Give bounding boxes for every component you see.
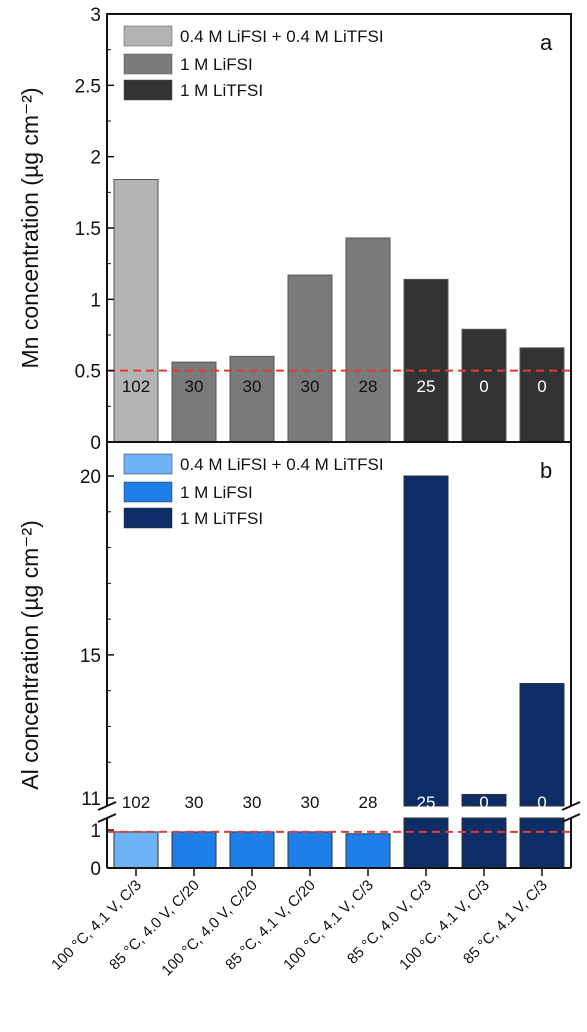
bar-a-8 <box>519 347 565 443</box>
bar-label-a-2: 30 <box>185 377 204 396</box>
bar-a-2 <box>171 361 217 443</box>
x-category-label-3: 100 °C, 4.0 V, C/20 <box>158 877 261 980</box>
y-tick-label-a: 0 <box>90 433 101 454</box>
bar-a-5 <box>345 237 391 443</box>
legend-label-b-3: 1 M LiTFSI <box>180 509 263 528</box>
bar-a-3 <box>229 355 275 443</box>
legend-label-a-1: 0.4 M LiFSI + 0.4 M LiTFSI <box>180 27 384 46</box>
bar-label-b-5: 28 <box>359 793 378 812</box>
panel-label-b: b <box>540 458 552 483</box>
bar-label-a-8: 0 <box>537 377 546 396</box>
axis-break-mark-b-2 <box>97 813 117 823</box>
y-tick-label-b: 1 <box>90 821 101 842</box>
legend-label-b-1: 0.4 M LiFSI + 0.4 M LiTFSI <box>180 455 384 474</box>
axis-break-mark-b-4 <box>561 813 581 823</box>
legend-swatch-a-2 <box>123 53 173 75</box>
bar-label-b-1: 102 <box>122 793 150 812</box>
y-tick-label-a: 3 <box>90 5 101 26</box>
y-tick-label-a: 1.5 <box>75 219 101 240</box>
bar-b-upper-7 <box>461 793 507 807</box>
category-labels: 100 °C, 4.1 V, C/385 °C, 4.0 V, C/20100 … <box>48 868 551 979</box>
bar-b-6 <box>403 817 449 869</box>
bar-label-a-1: 102 <box>122 377 150 396</box>
bar-b-5 <box>345 833 391 869</box>
bar-label-b-4: 30 <box>301 793 320 812</box>
bar-a-4 <box>287 274 333 443</box>
bar-a-6 <box>403 278 449 443</box>
bar-b-upper-6 <box>403 475 449 807</box>
y-tick-label-b: 15 <box>80 646 101 667</box>
panel-label-a: a <box>540 30 553 55</box>
y-tick-label-a: 2.5 <box>75 76 101 97</box>
bar-label-b-2: 30 <box>185 793 204 812</box>
y-tick-label-b: 0 <box>90 859 101 880</box>
axis-break-mark-b-3 <box>561 801 581 811</box>
bar-label-b-8: 0 <box>537 793 546 812</box>
bar-label-b-7: 0 <box>479 793 488 812</box>
y-axis-label-a: Mn concentration (µg cm⁻²) <box>17 87 43 368</box>
bar-a-1 <box>113 178 159 443</box>
bar-b-2 <box>171 831 217 869</box>
bar-b-7 <box>461 817 507 869</box>
axis-break-mark-b-1 <box>97 801 117 811</box>
y-tick-label-b: 11 <box>81 789 101 810</box>
bar-b-upper-8 <box>519 683 565 807</box>
bar-b-1 <box>113 831 159 869</box>
bar-b-4 <box>287 831 333 869</box>
bar-label-a-7: 0 <box>479 377 488 396</box>
bar-label-b-6: 25 <box>417 793 436 812</box>
legend-swatch-b-2 <box>123 481 173 503</box>
y-tick-label-a: 0.5 <box>75 362 101 383</box>
y-axis-label-b: Al concentration (µg cm⁻²) <box>17 520 43 790</box>
y-tick-label-a: 2 <box>90 148 101 169</box>
bar-label-a-6: 25 <box>417 377 436 396</box>
bar-label-a-3: 30 <box>243 377 262 396</box>
legend-label-a-2: 1 M LiFSI <box>180 55 253 74</box>
legend-label-a-3: 1 M LiTFSI <box>180 81 263 100</box>
legend-label-b-2: 1 M LiFSI <box>180 483 253 502</box>
y-tick-label-a: 1 <box>90 290 101 311</box>
legend-swatch-a-3 <box>123 79 173 101</box>
bar-label-a-5: 28 <box>359 377 378 396</box>
y-tick-label-b: 20 <box>80 467 101 488</box>
chart-panel-a: 102 30 30 30 28 25 0 0 0 0.5 1 1.5 2 2.5 3 0.4 M LiFSI … <box>17 5 572 454</box>
bar-b-3 <box>229 831 275 869</box>
legend-swatch-a-1 <box>123 25 173 47</box>
bar-label-b-3: 30 <box>243 793 262 812</box>
bar-b-8 <box>519 817 565 869</box>
legend-swatch-b-1 <box>123 453 173 475</box>
bar-label-a-4: 30 <box>301 377 320 396</box>
legend-swatch-b-3 <box>123 507 173 529</box>
bar-a-7 <box>461 328 507 443</box>
